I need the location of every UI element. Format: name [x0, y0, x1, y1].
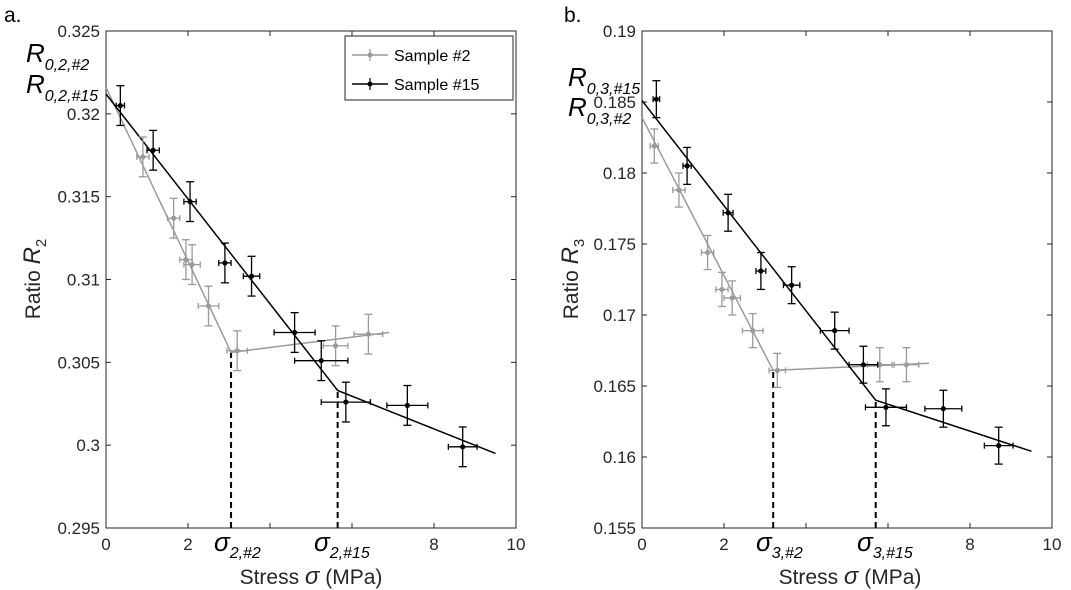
data-point	[187, 199, 193, 205]
y-tick-label: 0.315	[57, 188, 100, 207]
data-point	[343, 399, 349, 405]
x-axis-label-b: Stress σ (MPa)	[779, 563, 922, 590]
y-tick-label: 0.185	[593, 93, 636, 112]
data-point	[719, 286, 725, 293]
data-point	[292, 329, 298, 336]
data-point	[183, 257, 189, 263]
x-axis-label-a: Stress σ (MPa)	[240, 563, 383, 590]
data-point	[222, 260, 228, 266]
legend-box	[344, 35, 514, 101]
x-tick-label: 2	[183, 535, 192, 554]
annotation-sigma-2-sample-15: σ2,#15	[314, 527, 370, 562]
x-tick-label: 10	[507, 535, 526, 554]
y-axis-label-a: Ratio R2	[19, 239, 50, 320]
y-ticks-b: 0.155 0.16 0.165 0.17 0.175 0.18 0.185 0.19	[593, 22, 1052, 538]
data-point	[248, 273, 255, 279]
legend-label-sample-2: Sample #2	[394, 48, 471, 65]
y-ticks-a: 0.295 0.3 0.305 0.31 0.315 0.32 0.325	[57, 22, 516, 538]
x-tick-label: 2	[719, 535, 728, 554]
data-points-a	[115, 85, 478, 468]
annotation-r03-sample-2: R0,3,#2	[568, 92, 631, 128]
y-tick-label: 0.175	[593, 235, 636, 254]
plot-frame-b	[641, 30, 1053, 529]
y-tick-label: 0.325	[57, 22, 100, 41]
data-points-b	[649, 80, 1014, 465]
data-point	[150, 147, 156, 153]
y-tick-label: 0.17	[603, 306, 636, 325]
x-ticks-a: 0 2 8 10	[101, 31, 525, 554]
y-tick-label: 0.295	[57, 519, 100, 538]
data-point	[877, 362, 883, 368]
legend: Sample #2 Sample #15	[344, 35, 514, 101]
annotation-r02-sample-15: R0,2,#15	[26, 69, 98, 105]
data-point	[883, 404, 889, 410]
plot-frame-a	[105, 30, 517, 529]
data-point	[205, 303, 212, 309]
dashed-lines-a	[230, 352, 339, 528]
y-tick-label: 0.18	[603, 164, 636, 183]
y-tick-label: 0.305	[57, 353, 100, 372]
data-point	[729, 295, 735, 301]
data-point	[774, 367, 780, 373]
fit-lines-a	[105, 86, 496, 455]
data-point	[365, 331, 371, 337]
panel-label-a: a.	[4, 4, 22, 27]
data-point	[651, 143, 657, 149]
panel-label-b: b.	[564, 4, 582, 27]
data-point	[903, 362, 910, 368]
data-point	[318, 358, 324, 364]
x-tick-label: 10	[1043, 535, 1062, 554]
fit-line	[105, 86, 389, 354]
fit-line	[105, 93, 496, 455]
y-tick-label: 0.31	[67, 271, 100, 290]
data-point	[171, 215, 177, 221]
y-tick-label: 0.165	[593, 377, 636, 396]
data-point	[789, 282, 795, 288]
y-tick-label: 0.155	[593, 519, 636, 538]
x-tick-label: 0	[101, 535, 110, 554]
x-tick-label: 8	[429, 535, 438, 554]
data-point	[758, 268, 764, 274]
panel-a: a. 0.295 0.3 0.305 0.31 0.315 0.32 0.325 0 2 8 10…	[4, 4, 525, 590]
y-tick-label: 0.3	[76, 436, 100, 455]
annotation-sigma-3-sample-15: σ3,#15	[857, 527, 913, 562]
panel-b: b. 0.1550.160.1650.170.1750.180.1850.19 …	[557, 4, 1061, 590]
y-tick-label: 0.19	[603, 22, 636, 41]
data-point	[725, 210, 731, 216]
data-point	[996, 443, 1002, 449]
data-point	[234, 348, 240, 354]
dashed-lines-b	[772, 370, 877, 528]
data-point	[832, 328, 838, 334]
x-tick-label: 8	[965, 535, 974, 554]
y-tick-label: 0.16	[603, 448, 636, 467]
data-point	[117, 102, 123, 109]
data-point	[460, 444, 466, 450]
data-point	[140, 154, 146, 160]
annotation-r02-sample-2: R0,2,#2	[26, 38, 89, 74]
data-point	[750, 328, 756, 334]
legend-label-sample-15: Sample #15	[394, 77, 479, 94]
annotation-r03-sample-15: R0,3,#15	[568, 62, 640, 98]
x-tick-label: 0	[637, 535, 646, 554]
data-point	[653, 96, 659, 102]
data-point	[189, 261, 195, 268]
annotation-sigma-2-sample-2: σ2,#2	[214, 527, 261, 562]
x-ticks-b: 0 2 8 10	[637, 31, 1061, 554]
data-point	[684, 163, 690, 169]
data-point	[676, 187, 682, 193]
data-point	[860, 362, 867, 368]
data-point	[705, 249, 711, 256]
annotation-sigma-3-sample-2: σ3,#2	[756, 527, 803, 562]
data-point	[940, 406, 946, 412]
data-point	[333, 343, 339, 349]
y-tick-label: 0.32	[67, 105, 100, 124]
data-point	[404, 402, 410, 409]
fit-line	[641, 100, 1032, 453]
y-axis-label-b: Ratio R3	[557, 239, 588, 320]
